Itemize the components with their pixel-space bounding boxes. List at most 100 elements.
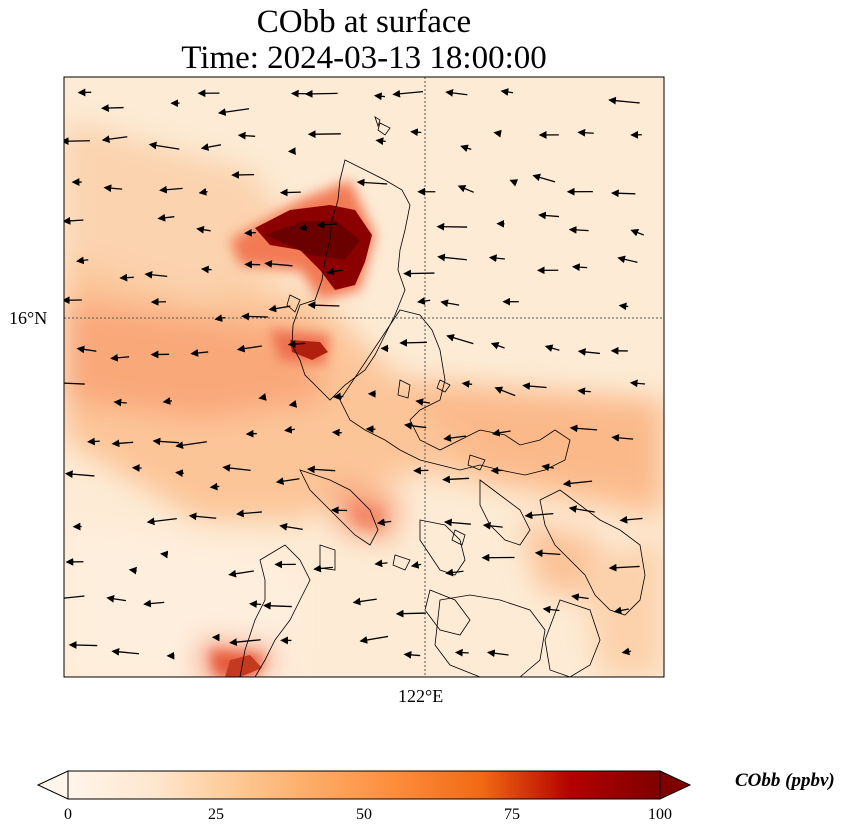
wind-arrow bbox=[87, 437, 100, 446]
wind-arrow bbox=[64, 382, 85, 385]
wind-arrow bbox=[629, 379, 646, 388]
wind-arrow bbox=[64, 216, 84, 225]
wind-arrow bbox=[128, 566, 137, 575]
wind-arrow bbox=[262, 601, 292, 610]
wind-arrow bbox=[437, 253, 467, 262]
wind-arrow bbox=[404, 421, 427, 430]
coastlines bbox=[239, 116, 646, 677]
wind-arrow bbox=[568, 505, 595, 513]
wind-arrow bbox=[482, 521, 503, 530]
wind-arrow bbox=[101, 135, 128, 144]
colorbar-gradient bbox=[67, 770, 661, 800]
wind-arrow bbox=[214, 314, 226, 322]
wind-arrow bbox=[241, 312, 268, 321]
wind-arrow bbox=[209, 482, 220, 491]
wind-arrow bbox=[75, 256, 89, 265]
wind-arrow bbox=[440, 299, 460, 307]
wind-arrow bbox=[111, 439, 134, 448]
wind-arrow bbox=[200, 265, 212, 274]
wind-arrow bbox=[313, 564, 333, 573]
wind-arrow bbox=[618, 302, 629, 311]
wind-arrow bbox=[284, 425, 295, 434]
wind-arrow bbox=[103, 184, 123, 193]
plot-title-line-2: Time: 2024-03-13 18:00:00 bbox=[181, 40, 547, 76]
wind-arrow bbox=[395, 609, 426, 618]
wind-arrow bbox=[445, 89, 468, 97]
wind-arrow bbox=[298, 223, 308, 232]
wind-arrow bbox=[509, 179, 519, 187]
wind-arrow bbox=[159, 185, 183, 194]
wind-arrow bbox=[460, 144, 472, 152]
wind-arrow bbox=[532, 173, 556, 183]
wind-arrow bbox=[493, 129, 502, 138]
wind-arrow bbox=[542, 605, 560, 614]
wind-arrow bbox=[500, 88, 514, 96]
colorbar-tick-label: 75 bbox=[504, 806, 520, 823]
wind-vectors bbox=[64, 88, 646, 660]
wind-arrow bbox=[410, 561, 422, 569]
wind-arrow bbox=[403, 650, 421, 659]
map-frame bbox=[63, 76, 665, 678]
wind-arrow bbox=[577, 348, 600, 356]
wind-arrow bbox=[306, 465, 336, 474]
wind-arrow bbox=[333, 392, 344, 401]
wind-arrow bbox=[376, 518, 392, 527]
wind-arrow bbox=[491, 428, 511, 437]
wind-arrow bbox=[352, 597, 377, 606]
wind-arrow bbox=[630, 228, 644, 237]
wind-arrow bbox=[157, 213, 175, 222]
wind-arrow bbox=[619, 515, 643, 524]
wind-arrow bbox=[175, 441, 207, 450]
wind-arrow bbox=[569, 424, 598, 433]
wind-arrow bbox=[613, 606, 629, 615]
wind-arrow bbox=[144, 270, 168, 279]
wind-arrow bbox=[279, 522, 303, 531]
wind-arrow bbox=[534, 549, 561, 558]
wind-arrow bbox=[143, 599, 165, 608]
wind-arrow bbox=[399, 338, 428, 347]
wind-arrow bbox=[392, 89, 424, 98]
wind-arrow bbox=[119, 273, 134, 282]
wind-arrow bbox=[113, 398, 127, 407]
wind-arrow bbox=[68, 641, 98, 649]
wind-arrow bbox=[175, 469, 184, 478]
concentration-field bbox=[64, 77, 664, 677]
wind-arrow bbox=[457, 185, 474, 193]
colorbar-label: CObb (ppbv) bbox=[735, 770, 835, 791]
wind-arrow bbox=[188, 512, 217, 521]
wind-arrow bbox=[442, 475, 470, 484]
wind-arrow bbox=[111, 647, 140, 656]
wind-arrow bbox=[229, 638, 261, 646]
wind-arrow bbox=[237, 131, 256, 140]
wind-arrow bbox=[64, 470, 95, 479]
wind-arrow bbox=[316, 220, 338, 229]
wind-arrow bbox=[544, 344, 560, 352]
wind-arrow bbox=[617, 255, 638, 264]
wind-arrow bbox=[446, 334, 474, 345]
wind-arrow bbox=[64, 595, 85, 599]
wind-arrow bbox=[264, 260, 293, 268]
wind-arrow bbox=[217, 108, 250, 116]
wind-arrow bbox=[275, 477, 300, 485]
wind-arrow bbox=[443, 518, 471, 527]
wind-arrow bbox=[541, 463, 554, 472]
wind-arrow bbox=[152, 437, 180, 446]
wind-arrow bbox=[577, 387, 591, 396]
wind-arrow bbox=[524, 511, 554, 520]
wind-arrow bbox=[359, 635, 389, 644]
wind-arrow bbox=[244, 228, 256, 237]
wind-arrow bbox=[577, 128, 594, 137]
wind-arrow bbox=[331, 428, 342, 437]
wind-arrow bbox=[196, 225, 211, 234]
wind-arrow bbox=[110, 353, 130, 362]
wind-arrow bbox=[610, 189, 636, 198]
wind-arrow bbox=[488, 254, 505, 263]
wind-arrow bbox=[608, 563, 640, 572]
wind-arrow bbox=[410, 128, 422, 137]
wind-arrow bbox=[571, 263, 588, 272]
wind-arrow bbox=[538, 211, 560, 220]
wind-arrow bbox=[445, 568, 464, 577]
wind-arrow bbox=[611, 433, 634, 442]
wind-arrow bbox=[326, 267, 343, 276]
wind-arrow bbox=[236, 344, 262, 353]
